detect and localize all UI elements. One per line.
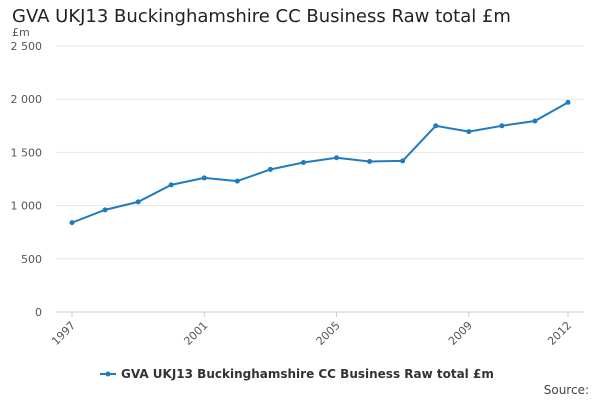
gridlines (56, 45, 584, 313)
data-point[interactable] (433, 123, 439, 129)
y-tick-label: 500 (21, 253, 42, 266)
legend-entry-label: GVA UKJ13 Buckinghamshire CC Business Ra… (121, 367, 494, 381)
x-tick-label: 1997 (49, 319, 78, 348)
data-point[interactable] (234, 178, 240, 184)
data-point[interactable] (201, 175, 207, 181)
x-tick-label: 2001 (181, 319, 210, 348)
x-tick-label: 2009 (446, 319, 475, 348)
data-point[interactable] (168, 182, 174, 188)
y-unit-label: £m (12, 26, 30, 39)
x-axis-tick-labels: 1997 2001 2005 2009 2012 (49, 312, 574, 348)
series-group (69, 99, 571, 226)
data-point[interactable] (102, 207, 108, 213)
y-axis-tick-labels: 0 500 1 000 1 500 2 000 2 500 (11, 40, 43, 319)
chart-title: GVA UKJ13 Buckinghamshire CC Business Ra… (12, 6, 511, 27)
y-tick-label: 0 (35, 306, 42, 319)
data-point[interactable] (69, 220, 75, 226)
y-tick-label: 1 000 (11, 200, 43, 213)
data-point[interactable] (300, 160, 306, 166)
legend-swatch-marker (105, 371, 111, 377)
data-point[interactable] (532, 118, 538, 124)
data-point[interactable] (565, 99, 571, 105)
data-point[interactable] (267, 166, 273, 172)
y-tick-label: 2 000 (11, 93, 43, 106)
legend[interactable]: GVA UKJ13 Buckinghamshire CC Business Ra… (100, 367, 494, 381)
data-point[interactable] (400, 158, 406, 164)
series-line (71, 101, 569, 224)
y-tick-label: 2 500 (11, 40, 43, 53)
x-tick-label: 2012 (545, 319, 574, 348)
data-point[interactable] (334, 155, 340, 161)
y-tick-label: 1 500 (11, 146, 43, 159)
x-tick-label: 2005 (314, 319, 343, 348)
data-point[interactable] (466, 129, 472, 135)
data-point[interactable] (135, 199, 141, 205)
source-label: Source: (544, 383, 589, 397)
data-point[interactable] (367, 158, 373, 164)
data-point[interactable] (499, 123, 505, 129)
